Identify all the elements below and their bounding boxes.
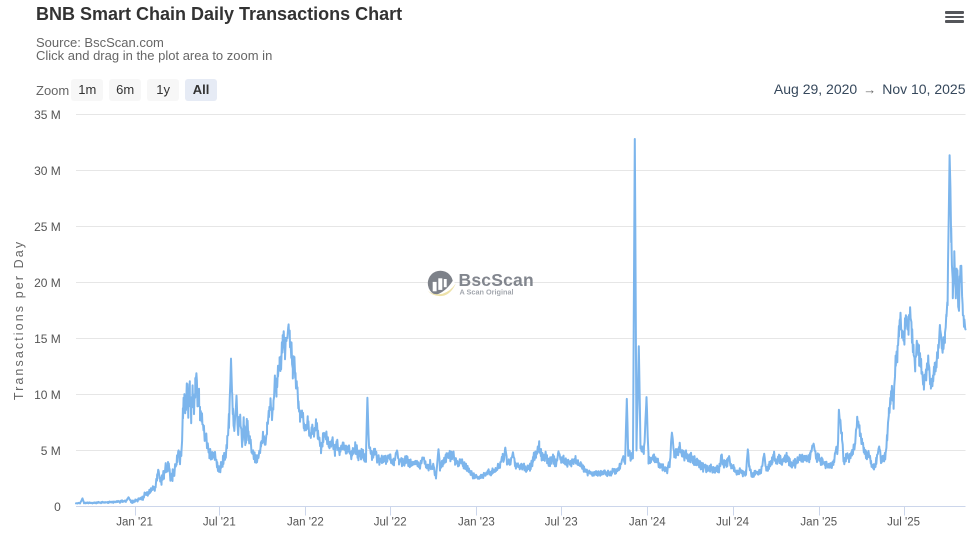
svg-text:25 M: 25 M xyxy=(34,220,61,234)
svg-text:Jul '21: Jul '21 xyxy=(203,517,236,529)
svg-text:BscScan: BscScan xyxy=(459,270,534,290)
svg-text:Jan '21: Jan '21 xyxy=(116,517,153,529)
svg-text:Jan '25: Jan '25 xyxy=(800,517,837,529)
svg-text:10 M: 10 M xyxy=(34,388,61,402)
svg-text:30 M: 30 M xyxy=(34,164,61,178)
svg-text:Jul '24: Jul '24 xyxy=(716,517,749,529)
svg-text:Jan '22: Jan '22 xyxy=(287,517,324,529)
svg-text:Transactions per Day: Transactions per Day xyxy=(12,240,26,400)
svg-text:20 M: 20 M xyxy=(34,276,61,290)
svg-text:Jul '25: Jul '25 xyxy=(887,517,920,529)
svg-text:15 M: 15 M xyxy=(34,332,61,346)
svg-text:A Scan Original: A Scan Original xyxy=(460,287,514,296)
svg-text:Jul '22: Jul '22 xyxy=(374,517,407,529)
svg-text:0: 0 xyxy=(54,500,61,514)
svg-text:5 M: 5 M xyxy=(41,444,61,458)
svg-text:Jan '23: Jan '23 xyxy=(458,517,495,529)
svg-text:Jul '23: Jul '23 xyxy=(545,517,578,529)
svg-text:35 M: 35 M xyxy=(34,108,61,122)
svg-text:Jan '24: Jan '24 xyxy=(629,517,666,529)
